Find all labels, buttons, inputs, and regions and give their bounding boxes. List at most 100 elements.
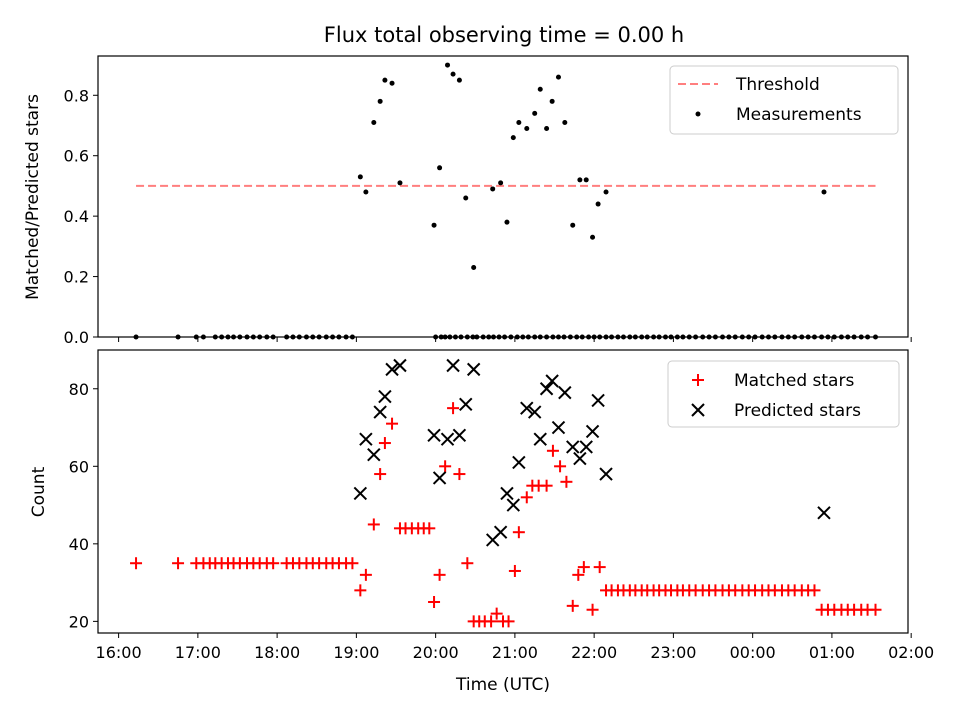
measurement-point xyxy=(323,334,329,340)
measurement-point xyxy=(389,80,395,86)
matched-stars-point xyxy=(560,475,573,488)
measurement-point xyxy=(845,334,851,340)
measurement-point xyxy=(792,334,798,340)
measurements-legend-label: Measurements xyxy=(736,105,862,125)
chart-title: Flux total observing time = 0.00 h xyxy=(324,23,684,47)
matched-stars-point xyxy=(367,518,380,531)
measurement-point xyxy=(574,334,580,340)
count-legend: Matched stars Predicted stars xyxy=(667,360,900,428)
measurement-point xyxy=(805,334,811,340)
predicted-stars-point xyxy=(573,451,587,466)
measurement-point xyxy=(486,334,492,340)
measurement-point xyxy=(819,334,825,340)
predicted-stars-point xyxy=(373,405,387,419)
predicted-stars-point xyxy=(591,393,605,408)
measurement-point xyxy=(470,334,476,340)
matched-stars-point xyxy=(485,615,498,628)
x-tick-label: 23:00 xyxy=(650,643,696,662)
measurement-point xyxy=(264,334,270,340)
x-tick-label: 18:00 xyxy=(254,643,300,662)
measurement-point xyxy=(555,74,561,80)
measurement-point xyxy=(651,334,657,340)
measurement-point xyxy=(244,334,250,340)
x-tick-label: 19:00 xyxy=(333,643,379,662)
measurement-point xyxy=(382,77,388,83)
measurement-point xyxy=(504,219,510,225)
measurement-point xyxy=(397,180,403,186)
measurement-point xyxy=(520,334,526,340)
y-tick-label: 0.6 xyxy=(64,147,89,166)
predicted-stars-point xyxy=(466,362,481,377)
measurement-point xyxy=(377,98,383,104)
predicted-stars-point xyxy=(558,385,572,400)
measurement-point xyxy=(442,334,448,340)
count-x-axis: 16:00 17:00 18:00 19:00 20:00 21:00 22:00 23:00… xyxy=(96,633,934,662)
matched-stars-point xyxy=(346,557,359,570)
measurement-point xyxy=(706,334,712,340)
y-tick-label: 0.8 xyxy=(64,86,89,105)
measurement-point xyxy=(586,334,592,340)
count-plot-area xyxy=(130,358,882,628)
measurement-point xyxy=(490,334,496,340)
measurement-point xyxy=(200,334,206,340)
measurement-point xyxy=(825,334,831,340)
measurement-point xyxy=(831,334,837,340)
matched-stars-point xyxy=(512,526,525,539)
predicted-stars-point xyxy=(512,455,526,470)
y-tick-label: 0.0 xyxy=(64,328,89,347)
matched-stars-point xyxy=(267,557,280,570)
measurement-point xyxy=(296,334,302,340)
predicted-stars-point xyxy=(539,382,554,396)
count-y-axis: 20 40 60 80 xyxy=(69,380,98,631)
measurement-point xyxy=(590,234,596,240)
measurement-point xyxy=(537,334,543,340)
predicted-stars-point xyxy=(520,401,534,415)
measurement-point xyxy=(310,334,316,340)
predicted-stars-point xyxy=(393,358,407,373)
y-tick-label: 80 xyxy=(69,380,89,399)
measurement-point xyxy=(712,334,718,340)
predicted-legend-swatch xyxy=(691,403,705,417)
measurement-point xyxy=(674,334,680,340)
matched-stars-point xyxy=(586,603,599,616)
measurement-point xyxy=(433,334,439,340)
measurement-point xyxy=(656,334,662,340)
predicted-stars-point xyxy=(378,389,392,404)
measurement-point xyxy=(595,201,601,207)
measurement-point xyxy=(726,334,732,340)
measurement-point xyxy=(510,135,516,141)
predicted-stars-point xyxy=(452,428,467,442)
measurement-point xyxy=(231,334,237,340)
measurement-point xyxy=(450,71,456,77)
measurement-point xyxy=(700,334,706,340)
measurement-point xyxy=(662,334,668,340)
predicted-stars-point xyxy=(446,358,460,373)
y-tick-label: 0.4 xyxy=(64,207,89,226)
measurement-point xyxy=(603,334,609,340)
measurement-point xyxy=(544,126,550,132)
ratio-legend: Threshold Measurements xyxy=(669,65,899,135)
measurement-point xyxy=(480,334,486,340)
x-tick-label: 17:00 xyxy=(175,643,221,662)
predicted-stars-point xyxy=(427,428,441,442)
measurement-point xyxy=(644,334,650,340)
measurement-point xyxy=(772,334,778,340)
measurement-point xyxy=(431,222,437,228)
measurement-point xyxy=(290,334,296,340)
measurement-point xyxy=(570,222,576,228)
measurement-point xyxy=(343,334,349,340)
measurement-point xyxy=(133,334,139,340)
measurement-point xyxy=(720,334,726,340)
measurement-point xyxy=(437,165,443,171)
measurement-point xyxy=(257,334,263,340)
measurement-point xyxy=(583,177,589,183)
matched-stars-point xyxy=(490,607,503,620)
measurement-point xyxy=(752,334,758,340)
count-panel: Count 20 40 60 80 16:00 17:00 18:00 19:00 20:00… xyxy=(29,349,934,662)
matched-stars-point xyxy=(453,468,466,481)
x-tick-label: 21:00 xyxy=(492,643,538,662)
measurement-point xyxy=(668,334,674,340)
measurement-point xyxy=(514,334,520,340)
matched-stars-point xyxy=(386,417,399,430)
measurement-point xyxy=(516,119,522,125)
